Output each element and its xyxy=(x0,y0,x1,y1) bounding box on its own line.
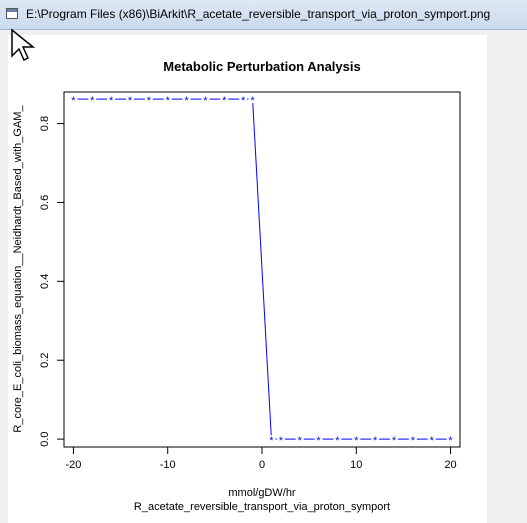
x-tick-label: -20 xyxy=(65,459,81,471)
chart: Metabolic Perturbation Analysis 0.00.20.… xyxy=(12,59,461,513)
data-point: * xyxy=(147,95,152,107)
data-point: * xyxy=(250,95,255,107)
data-point: * xyxy=(335,435,340,447)
window-title: E:\Program Files (x86)\BiArkit\R_acetate… xyxy=(26,7,491,21)
data-point: * xyxy=(166,95,171,107)
data-point: * xyxy=(373,435,378,447)
data-point: * xyxy=(298,435,303,447)
series-line-segment xyxy=(252,103,272,436)
x-axis: -20 -10 0 10 20 xyxy=(65,447,457,471)
x-tick-label: 0 xyxy=(259,459,265,471)
x-axis-label-line2: R_acetate_reversible_transport_via_proto… xyxy=(134,501,390,513)
data-point: * xyxy=(269,435,274,447)
title-bar: E:\Program Files (x86)\BiArkit\R_acetate… xyxy=(0,0,527,30)
data-point: * xyxy=(222,95,227,107)
data-point: * xyxy=(448,435,453,447)
data-point: * xyxy=(279,435,284,447)
y-tick-label: 0.4 xyxy=(39,274,51,289)
data-point: * xyxy=(354,435,359,447)
x-tick-label: 20 xyxy=(444,459,456,471)
x-tick-label: 10 xyxy=(350,459,362,471)
y-tick-label: 0.2 xyxy=(39,353,51,368)
x-axis-label: mmol/gDW/hr xyxy=(228,487,296,499)
data-point: * xyxy=(392,435,397,447)
data-point: * xyxy=(90,95,95,107)
y-tick-label: 0.8 xyxy=(39,116,51,131)
y-tick-label: 0.6 xyxy=(39,195,51,210)
window-icon xyxy=(6,8,18,19)
data-point: * xyxy=(109,95,114,107)
y-tick-label: 0.0 xyxy=(39,431,51,446)
y-axis: 0.0 0.2 0.4 0.6 0.8 xyxy=(39,116,64,447)
mouse-pointer-icon xyxy=(11,28,36,62)
chart-title: Metabolic Perturbation Analysis xyxy=(163,59,360,74)
data-point: * xyxy=(241,95,246,107)
scroll-area-right xyxy=(487,30,527,523)
data-point: * xyxy=(411,435,416,447)
x-tick-label: -10 xyxy=(160,459,176,471)
data-point: * xyxy=(128,95,133,107)
data-point: * xyxy=(184,95,189,107)
data-point: * xyxy=(203,95,208,107)
data-point: * xyxy=(430,435,435,447)
image-canvas: Metabolic Perturbation Analysis 0.0 0.2 0.… xyxy=(8,35,487,523)
y-axis-label: R_core_E_coli_biomass_equation__Neidhard… xyxy=(12,105,24,433)
data-point: * xyxy=(316,435,321,447)
data-point: * xyxy=(71,95,76,107)
series-group: * * * * * * * * * * * * * * * * * * * * * * xyxy=(71,95,453,447)
